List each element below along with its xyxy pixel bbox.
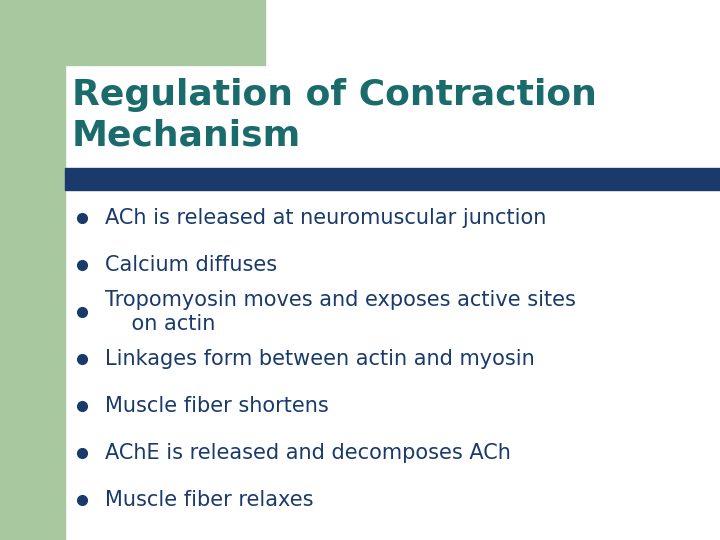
Bar — [0, 0, 65, 540]
Text: ACh is released at neuromuscular junction: ACh is released at neuromuscular junctio… — [105, 208, 546, 228]
Text: Tropomyosin moves and exposes active sites
    on actin: Tropomyosin moves and exposes active sit… — [105, 291, 576, 334]
Text: Muscle fiber relaxes: Muscle fiber relaxes — [105, 490, 313, 510]
Text: Mechanism: Mechanism — [72, 118, 301, 152]
Bar — [65, 168, 720, 190]
Text: Calcium diffuses: Calcium diffuses — [105, 255, 277, 275]
Text: AChE is released and decomposes ACh: AChE is released and decomposes ACh — [105, 443, 511, 463]
Text: Linkages form between actin and myosin: Linkages form between actin and myosin — [105, 349, 535, 369]
Bar — [65, 0, 265, 65]
Text: Muscle fiber shortens: Muscle fiber shortens — [105, 396, 329, 416]
Text: Regulation of Contraction: Regulation of Contraction — [72, 78, 597, 112]
